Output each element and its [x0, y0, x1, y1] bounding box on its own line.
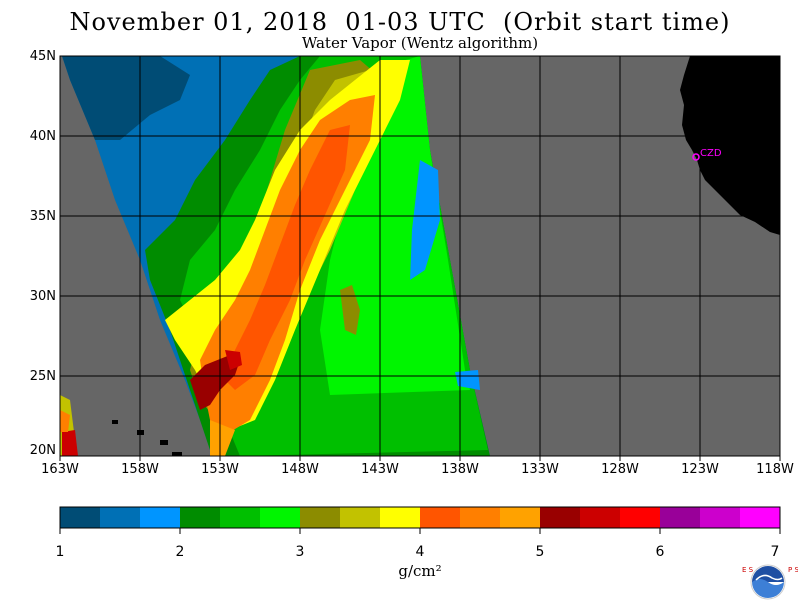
orange-patch-sw: [60, 410, 70, 432]
logo-right-letters: P S: [788, 566, 798, 574]
red-patch-sw: [62, 430, 78, 456]
colorbar-segment: [340, 507, 381, 528]
colorbar-segment: [380, 507, 421, 528]
colorbar-label-7: 7: [770, 544, 780, 560]
lat-label-45n: 45N: [29, 49, 56, 64]
moist-max-darkred: [190, 355, 240, 410]
map-frame: [59, 55, 781, 457]
colorbar-segment: [580, 507, 621, 528]
colorbar-segment: [500, 507, 541, 528]
station-marker: [692, 153, 700, 161]
lon-label-133w: 133W: [521, 462, 559, 477]
colorbar-segment: [620, 507, 661, 528]
lat-label-35n: 35N: [29, 209, 56, 224]
lat-label-40n: 40N: [29, 129, 56, 144]
map-area: CZD: [60, 56, 780, 456]
lon-label-148w: 148W: [281, 462, 319, 477]
colorbar-segment: [300, 507, 341, 528]
colorbar-label-3: 3: [295, 544, 305, 560]
moist-core-lightorange: [210, 420, 235, 456]
logo-left-letters: E S: [742, 566, 754, 574]
hawaii-island: [172, 452, 182, 456]
swath-darkblue: [62, 56, 190, 140]
colorbar-segment: [260, 507, 301, 528]
colorbar-segment: [100, 507, 141, 528]
moist-core-redorange: [225, 125, 350, 390]
north-america-land: [680, 56, 780, 235]
noaa-logo: E S P S: [742, 564, 798, 600]
colorbar: [60, 507, 781, 528]
colorbar-segment: [740, 507, 781, 528]
lon-label-128w: 128W: [601, 462, 639, 477]
blue-patch-south: [455, 370, 480, 390]
colorbar-segment: [660, 507, 701, 528]
map-grid: [60, 56, 780, 456]
map-subtitle: Water Vapor (Wentz algorithm): [301, 34, 539, 52]
colorbar-label-5: 5: [535, 544, 545, 560]
lon-label-118w: 118W: [756, 462, 794, 477]
lon-label-138w: 138W: [441, 462, 479, 477]
lon-label-123w: 123W: [681, 462, 719, 477]
lat-label-30n: 30N: [29, 289, 56, 304]
hawaii-island: [160, 440, 168, 445]
olive-patch-central: [340, 285, 360, 335]
colorbar-segment: [140, 507, 181, 528]
moist-max-red: [225, 350, 242, 370]
colorbar-segment: [60, 507, 101, 528]
lon-label-163w: 163W: [41, 462, 79, 477]
lon-label-143w: 143W: [361, 462, 399, 477]
lat-label-25n: 25N: [29, 369, 56, 384]
hawaii-island: [112, 420, 118, 424]
colorbar-unit: g/cm²: [398, 562, 442, 580]
colorbar-label-6: 6: [655, 544, 665, 560]
colorbar-ticks: [59, 528, 781, 534]
colorbar-segment: [420, 507, 461, 528]
colorbar-segment: [700, 507, 741, 528]
lon-label-153w: 153W: [201, 462, 239, 477]
blue-patch-east: [410, 160, 440, 280]
colorbar-segment: [460, 507, 501, 528]
colorbar-label-4: 4: [415, 544, 425, 560]
lat-label-20n: 20N: [29, 443, 56, 458]
colorbar-label-1: 1: [55, 544, 65, 560]
axis-ticks: [59, 456, 781, 461]
colorbar-segment: [540, 507, 581, 528]
station-label: CZD: [700, 148, 722, 159]
map-title: November 01, 2018 01-03 UTC (Orbit start…: [69, 8, 731, 36]
colorbar-segment: [220, 507, 261, 528]
colorbar-segment: [180, 507, 221, 528]
colorbar-label-2: 2: [175, 544, 185, 560]
lon-label-158w: 158W: [121, 462, 159, 477]
